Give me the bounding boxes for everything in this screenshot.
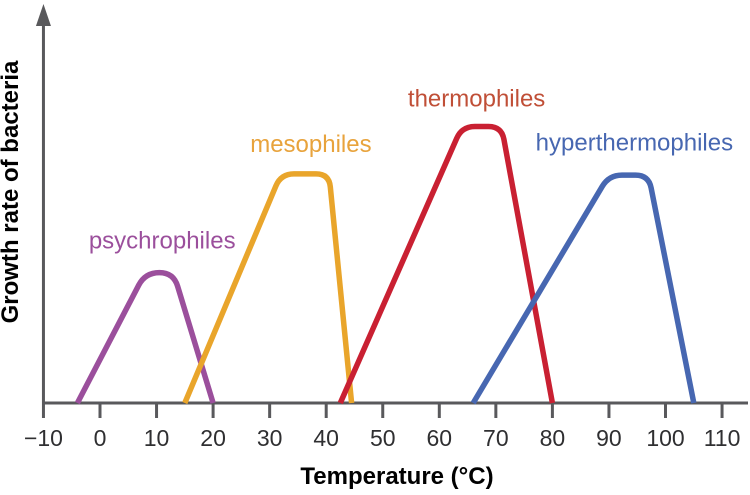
x-tick-label: 70 — [483, 425, 509, 451]
x-tick-label: 0 — [94, 425, 107, 451]
growth-curves — [74, 123, 697, 405]
curve-psychrophiles — [74, 269, 216, 405]
curve-thermophiles — [337, 123, 556, 405]
x-tick-label: 30 — [257, 425, 283, 451]
curve-label-thermophiles: thermophiles — [408, 85, 545, 112]
x-tick-label: 50 — [370, 425, 396, 451]
x-tick-label: 80 — [540, 425, 566, 451]
curve-hyperthermophiles — [470, 172, 697, 405]
y-axis-title: Growth rate of bacteria — [0, 60, 24, 323]
x-tick-label: −10 — [24, 425, 63, 451]
curve-labels: psychrophiles mesophiles thermophiles hyper… — [89, 85, 733, 254]
x-tick-label: 10 — [144, 425, 170, 451]
curve-label-psychrophiles: psychrophiles — [89, 228, 236, 255]
x-tick-label: 90 — [596, 425, 622, 451]
curve-mesophiles — [182, 171, 355, 405]
x-axis-title: Temperature (°C) — [300, 463, 493, 490]
x-tick-label: 100 — [646, 425, 684, 451]
y-axis-arrow-icon — [35, 4, 51, 26]
x-tick-label: 40 — [313, 425, 339, 451]
x-tick-label: 110 — [704, 425, 741, 451]
curve-label-hyperthermophiles: hyperthermophiles — [536, 130, 733, 157]
axes: −10 0 10 20 30 40 50 60 70 80 90 100 110 — [24, 4, 748, 451]
x-tick-label: 20 — [200, 425, 226, 451]
x-tick-label: 60 — [427, 425, 453, 451]
curve-label-mesophiles: mesophiles — [250, 131, 371, 158]
